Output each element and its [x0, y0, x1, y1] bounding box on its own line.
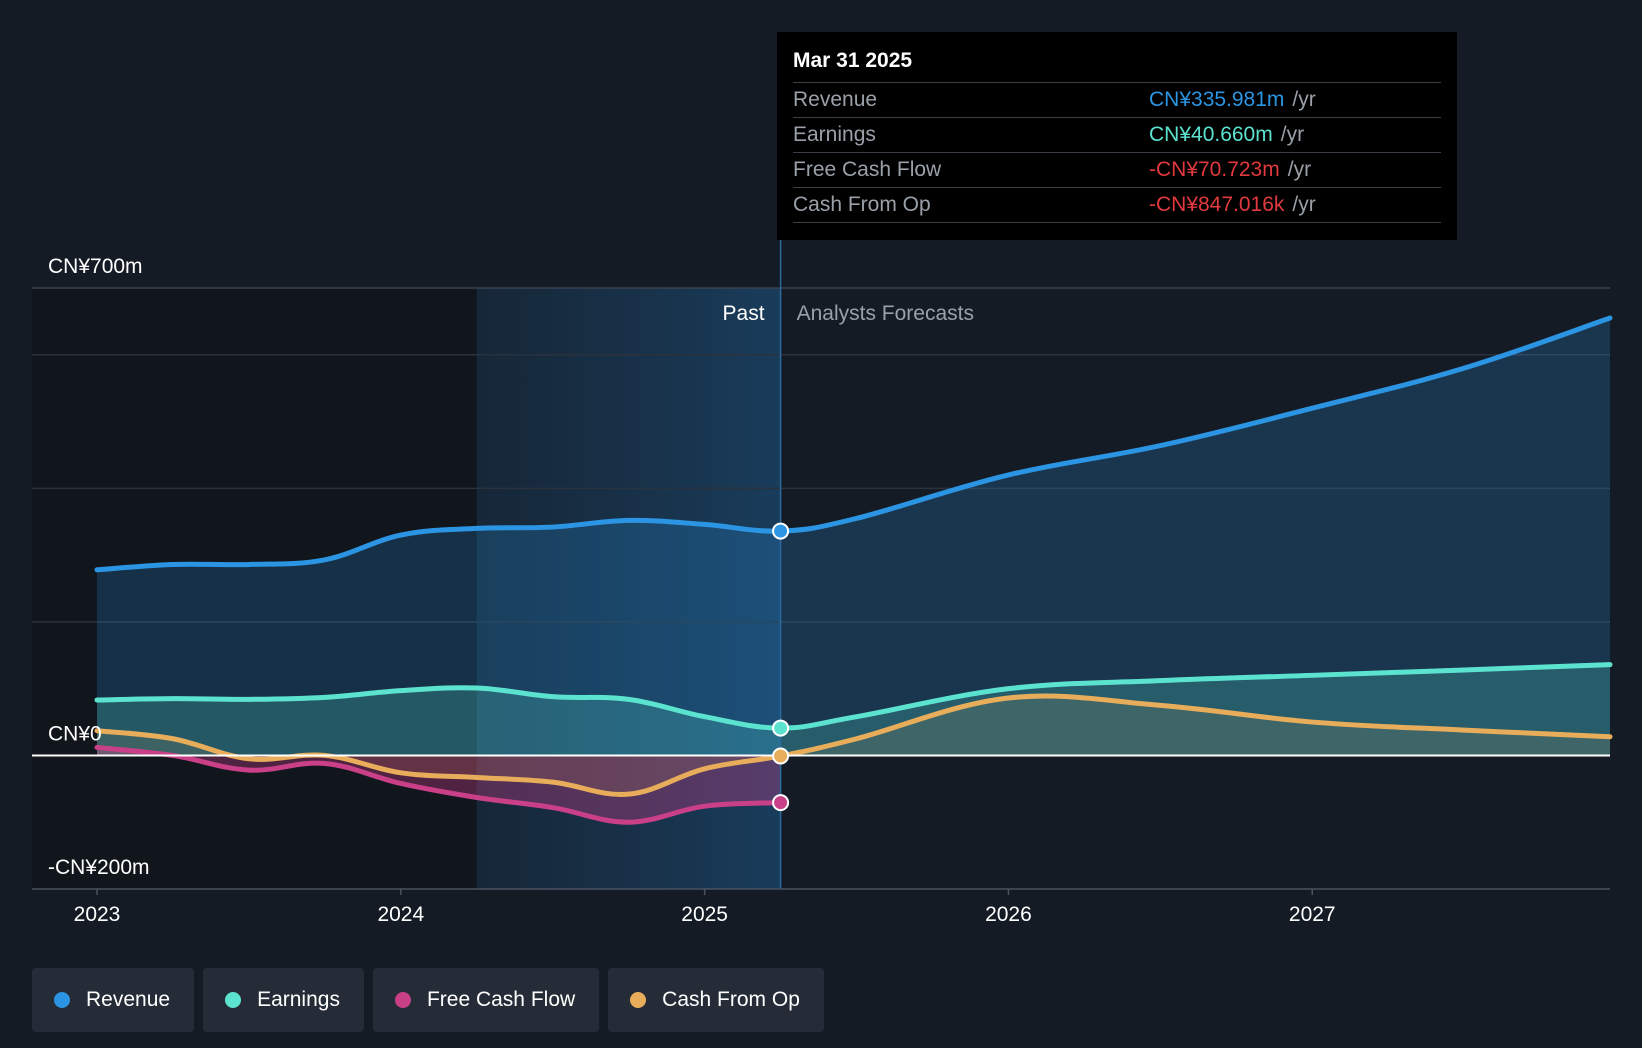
tooltip-label: Revenue [793, 88, 878, 111]
marker-earnings [772, 719, 790, 737]
tooltip-markers [772, 522, 790, 812]
tooltip-row-cash-from-op: Cash From Op -CN¥847.016k /yr [793, 187, 1441, 223]
series-fill-free-cash-flow [97, 747, 781, 823]
legend-dot-icon [54, 992, 70, 1008]
marker-free-cash-flow [772, 794, 790, 812]
legend-dot-icon [630, 992, 647, 1008]
legend-dot-icon [394, 992, 411, 1008]
tooltip-value: CN¥335.981m [1149, 88, 1285, 111]
gridlines [32, 287, 1610, 623]
legend-item-cash-from-op[interactable]: Cash From Op [608, 968, 824, 1032]
tooltip-value: -CN¥847.016k [1149, 193, 1285, 216]
past-label: Past [723, 302, 765, 325]
tooltip-row-free-cash-flow: Free Cash Flow -CN¥70.723m /yr [793, 152, 1441, 187]
y-axis-label: CN¥700m [48, 255, 143, 278]
legend-item-revenue[interactable]: Revenue [32, 968, 195, 1032]
x-axis-label: 2025 [681, 903, 728, 926]
series-fill-cash-from-op [97, 696, 1610, 795]
series-line-revenue [94, 315, 1613, 573]
forecast-label: Analysts Forecasts [797, 302, 974, 325]
tooltip-row-revenue: Revenue CN¥335.981m /yr [793, 82, 1441, 117]
marker-cash-from-op [772, 747, 790, 765]
legend-label: Earnings [257, 988, 340, 1011]
x-axis-label: 2026 [985, 903, 1032, 926]
y-axis-label: CN¥0 [48, 722, 102, 745]
tooltip-unit: /yr [1287, 158, 1312, 181]
series-fill-revenue [97, 318, 1610, 756]
y-axis-labels: CN¥700m CN¥0 -CN¥200m [48, 255, 150, 879]
tooltip-unit: /yr [1292, 88, 1316, 111]
tooltip-label: Free Cash Flow [793, 158, 942, 181]
tooltip: Mar 31 2025 Revenue CN¥335.981m /yr Earn… [777, 32, 1457, 240]
series-line-earnings [94, 662, 1613, 731]
x-axis-label: 2024 [377, 903, 424, 926]
x-axis-label: 2023 [74, 903, 121, 926]
marker-revenue [772, 522, 790, 540]
legend-label: Cash From Op [662, 988, 800, 1011]
past-region-dark [32, 288, 477, 889]
series-fill-earnings [97, 664, 1610, 756]
legend: Revenue Earnings Free Cash Flow Cash Fro… [32, 968, 824, 1032]
tooltip-unit: /yr [1292, 193, 1316, 216]
tooltip-label: Cash From Op [793, 193, 931, 216]
x-axis-label: 2027 [1289, 903, 1336, 926]
tooltip-unit: /yr [1280, 123, 1305, 146]
tooltip-row-earnings: Earnings CN¥40.660m /yr [793, 117, 1441, 152]
x-axis-labels: 2023 2024 2025 2026 2027 [74, 889, 1336, 926]
series-fills [97, 318, 1610, 823]
series-line-free-cash-flow [94, 744, 784, 825]
legend-item-free-cash-flow[interactable]: Free Cash Flow [372, 968, 600, 1032]
legend-dot-icon [225, 992, 242, 1008]
past-region-highlight [476, 288, 781, 889]
legend-item-earnings[interactable]: Earnings [203, 968, 364, 1032]
tooltip-label: Earnings [793, 123, 876, 146]
tooltip-value: -CN¥70.723m [1149, 158, 1280, 181]
legend-label: Revenue [86, 988, 171, 1011]
tooltip-value: CN¥40.660m [1149, 123, 1273, 146]
y-axis-label: -CN¥200m [48, 856, 150, 879]
tooltip-date: Mar 31 2025 [793, 49, 913, 72]
legend-label: Free Cash Flow [426, 988, 576, 1011]
